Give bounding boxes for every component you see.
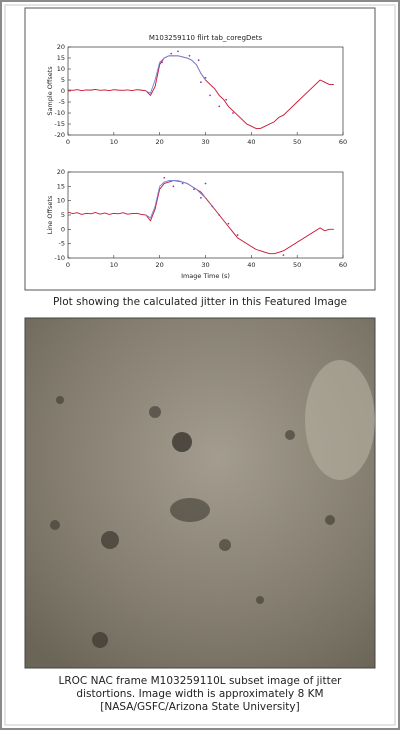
data-point	[188, 54, 191, 57]
y-tick-label: -10	[54, 254, 65, 262]
data-point	[218, 105, 221, 108]
y-axis-label: Sample Offsets	[46, 66, 54, 116]
crater	[101, 531, 119, 549]
crater	[149, 406, 161, 418]
x-tick-label: 10	[110, 138, 118, 146]
crater	[219, 539, 231, 551]
y-tick-label: 15	[57, 182, 65, 190]
x-tick-label: 60	[339, 138, 347, 146]
inner-frame	[4, 4, 396, 726]
y-tick-label: 15	[57, 54, 65, 62]
y-tick-label: 0	[61, 87, 65, 95]
data-point	[163, 176, 166, 179]
x-tick-label: 20	[156, 138, 164, 146]
data-point	[225, 98, 228, 101]
y-tick-label: -10	[54, 109, 65, 117]
plot-area	[67, 171, 344, 259]
y-tick-label: -5	[59, 98, 65, 106]
x-tick-label: 50	[293, 261, 301, 269]
x-tick-label: 30	[201, 261, 209, 269]
data-point	[200, 196, 202, 199]
data-point	[204, 76, 207, 79]
y-tick-label: -15	[54, 120, 65, 128]
data-point	[170, 52, 173, 55]
crater	[285, 430, 295, 440]
data-point	[181, 182, 184, 185]
crater	[256, 596, 264, 604]
crater	[172, 432, 192, 452]
data-point	[211, 205, 214, 208]
data-line	[145, 180, 206, 219]
x-tick-label: 0	[66, 138, 70, 146]
y-tick-label: 10	[57, 197, 65, 205]
plot-caption: Plot showing the calculated jitter in th…	[53, 296, 347, 308]
x-axis-label: Image Time (s)	[181, 272, 230, 280]
data-point	[236, 234, 239, 236]
data-point	[218, 214, 221, 216]
data-point	[282, 254, 285, 257]
crater	[50, 520, 60, 530]
data-point	[200, 81, 202, 84]
data-point	[193, 188, 195, 191]
x-tick-label: 50	[293, 138, 301, 146]
data-line	[145, 55, 206, 94]
y-tick-label: 10	[57, 65, 65, 73]
y-tick-label: -5	[59, 240, 65, 248]
ridge	[170, 498, 210, 522]
data-point	[204, 182, 207, 185]
data-point	[197, 59, 200, 62]
crater	[56, 396, 64, 404]
image-caption-line: LROC NAC frame M103259110L subset image …	[59, 675, 343, 687]
image-caption-line: [NASA/GSFC/Arizona State University]	[100, 701, 299, 713]
data-point	[232, 112, 234, 114]
x-tick-label: 30	[201, 138, 209, 146]
y-tick-label: 5	[61, 76, 65, 84]
data-point	[172, 185, 175, 188]
x-tick-label: 40	[247, 138, 255, 146]
image-caption-line: distortions. Image width is approximatel…	[76, 688, 323, 700]
y-tick-label: 0	[61, 225, 65, 233]
x-tick-label: 10	[110, 261, 118, 269]
y-tick-label: 20	[57, 168, 65, 176]
y-tick-label: 20	[57, 43, 65, 51]
y-axis-label: Line Offsets	[46, 195, 54, 234]
x-tick-label: 40	[247, 261, 255, 269]
data-line	[67, 180, 334, 255]
x-tick-label: 60	[339, 261, 347, 269]
y-tick-label: 5	[61, 211, 65, 219]
data-point	[177, 50, 179, 53]
crater	[325, 515, 335, 525]
y-tick-label: -20	[54, 131, 65, 139]
data-point	[227, 222, 230, 225]
x-tick-label: 20	[156, 261, 164, 269]
x-tick-label: 0	[66, 261, 70, 269]
data-point	[161, 61, 163, 64]
crater	[92, 632, 108, 648]
data-point	[209, 94, 211, 97]
chart-title: M103259110 flirt tab_coregDets	[149, 34, 263, 42]
ridge	[305, 360, 375, 480]
lunar-image	[24, 317, 376, 669]
